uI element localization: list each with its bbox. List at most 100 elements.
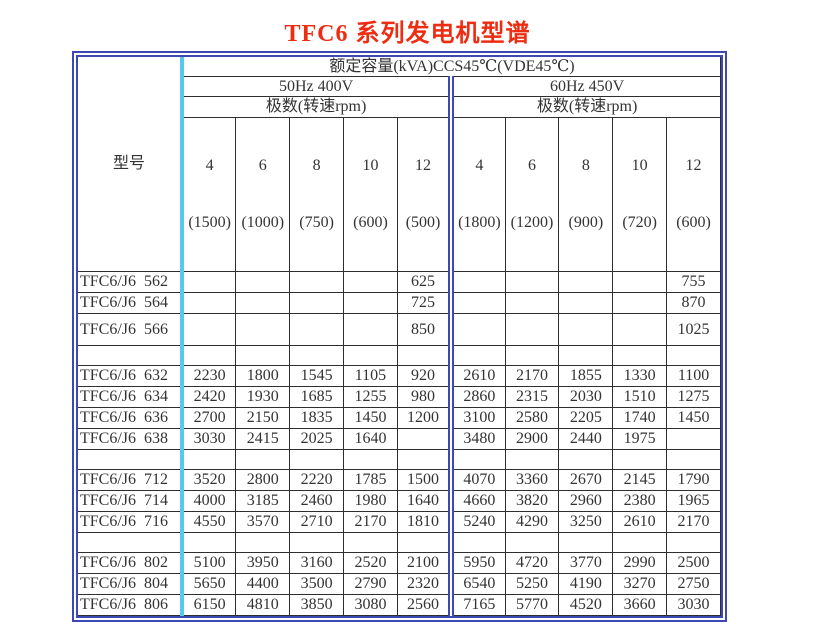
value-cell: 6540 xyxy=(448,572,506,595)
value-cell xyxy=(343,531,398,553)
model-cell: TFC6/J6 802 xyxy=(78,551,184,574)
value-cell xyxy=(666,344,721,366)
value-cell xyxy=(448,448,506,470)
value-cell: 1545 xyxy=(289,364,345,387)
freq-header-60hz: 60Hz 450V xyxy=(448,76,722,98)
value-cell: 2860 xyxy=(448,385,506,408)
separator-row xyxy=(78,531,721,553)
value-cell xyxy=(343,291,398,314)
value-cell xyxy=(504,344,560,366)
model-cell xyxy=(78,448,184,470)
model-cell: TFC6/J6 634 xyxy=(78,385,184,408)
value-cell xyxy=(181,270,237,293)
value-cell xyxy=(558,344,614,366)
pole-count: 6 xyxy=(258,156,267,174)
value-cell: 2170 xyxy=(343,510,398,533)
pole-count: 8 xyxy=(581,156,590,174)
value-cell xyxy=(181,531,237,553)
value-cell: 920 xyxy=(396,364,452,387)
value-cell: 1835 xyxy=(289,406,345,429)
model-column-header: 型号 xyxy=(78,57,184,272)
table-row: TFC6/J6 714 4000 3185 2460 1980 1640 4660 3820 2… xyxy=(78,489,721,512)
model-cell: TFC6/J6 566 xyxy=(78,312,184,346)
value-cell: 1800 xyxy=(235,364,291,387)
value-cell: 2030 xyxy=(558,385,614,408)
value-cell xyxy=(235,270,291,293)
value-cell xyxy=(558,531,614,553)
value-cell: 1450 xyxy=(343,406,398,429)
value-cell: 2320 xyxy=(396,572,452,595)
value-cell: 2560 xyxy=(396,593,452,616)
table-body: TFC6/J6 562 625 755 TFC6/J6 564 725 870 TFC6/J… xyxy=(78,270,721,616)
value-cell: 4290 xyxy=(504,510,560,533)
value-cell xyxy=(558,312,614,346)
value-cell: 1980 xyxy=(343,489,398,512)
pole-count: 8 xyxy=(312,156,321,174)
pole-header: 4 (1800) xyxy=(448,116,506,272)
value-cell xyxy=(612,344,668,366)
pole-rpm: (720) xyxy=(622,214,657,232)
value-cell: 7165 xyxy=(448,593,506,616)
table-row: TFC6/J6 806 6150 4810 3850 3080 2560 7165 5770 4… xyxy=(78,593,721,616)
value-cell xyxy=(666,427,721,450)
header-row-frequency: 50Hz 400V 60Hz 450V xyxy=(78,76,722,98)
value-cell: 2520 xyxy=(343,551,398,574)
value-cell: 3950 xyxy=(235,551,291,574)
value-cell: 3270 xyxy=(612,572,668,595)
value-cell xyxy=(558,270,614,293)
model-cell: TFC6/J6 712 xyxy=(78,468,184,491)
table-row: TFC6/J6 802 5100 3950 3160 2520 2100 5950 4720 3… xyxy=(78,551,721,574)
value-cell: 2170 xyxy=(504,364,560,387)
pole-rpm: (1800) xyxy=(458,214,501,232)
value-cell: 2610 xyxy=(612,510,668,533)
model-cell xyxy=(78,344,184,366)
value-cell xyxy=(235,291,291,314)
value-cell xyxy=(289,270,345,293)
value-cell: 2750 xyxy=(666,572,721,595)
table-row: TFC6/J6 634 2420 1930 1685 1255 980 2860 2315 20… xyxy=(78,385,721,408)
pole-rpm: (600) xyxy=(676,214,711,232)
value-cell: 1450 xyxy=(666,406,721,429)
value-cell: 3250 xyxy=(558,510,614,533)
value-cell xyxy=(612,291,668,314)
value-cell: 2205 xyxy=(558,406,614,429)
table-row: TFC6/J6 716 4550 3570 2710 2170 1810 5240 4290 3… xyxy=(78,510,721,533)
value-cell: 2800 xyxy=(235,468,291,491)
pole-rpm: (900) xyxy=(568,214,604,232)
pole-header: 6 (1000) xyxy=(235,116,291,272)
value-cell xyxy=(181,312,237,346)
pole-count: 12 xyxy=(415,156,432,174)
value-cell: 1500 xyxy=(396,468,452,491)
value-cell: 1200 xyxy=(396,406,452,429)
page: TFC6 系列发电机型谱 型号 额定容量(kVA)CCS45℃(VDE45℃) … xyxy=(72,21,727,622)
freq-header-50hz: 50Hz 400V xyxy=(181,76,452,98)
value-cell xyxy=(343,312,398,346)
value-cell xyxy=(504,291,560,314)
value-cell xyxy=(666,531,721,553)
model-cell xyxy=(78,531,184,553)
value-cell: 3360 xyxy=(504,468,560,491)
value-cell: 3160 xyxy=(289,551,345,574)
separator-row xyxy=(78,448,721,470)
value-cell xyxy=(612,531,668,553)
pole-rpm: (1200) xyxy=(510,214,554,232)
value-cell: 725 xyxy=(396,291,452,314)
value-cell: 2170 xyxy=(666,510,721,533)
poles-label-60hz: 极数(转速rpm) xyxy=(448,96,722,118)
value-cell: 2710 xyxy=(289,510,345,533)
value-cell xyxy=(343,270,398,293)
value-cell: 4810 xyxy=(235,593,291,616)
value-cell: 2100 xyxy=(396,551,452,574)
value-cell: 3080 xyxy=(343,593,398,616)
value-cell: 3480 xyxy=(448,427,506,450)
value-cell: 1785 xyxy=(343,468,398,491)
value-cell: 1965 xyxy=(666,489,721,512)
value-cell: 2025 xyxy=(289,427,345,450)
pole-count: 6 xyxy=(527,156,536,174)
value-cell: 3185 xyxy=(235,489,291,512)
pole-header: 8 (900) xyxy=(558,116,614,272)
value-cell: 870 xyxy=(666,291,721,314)
value-cell xyxy=(612,312,668,346)
value-cell: 2610 xyxy=(448,364,506,387)
value-cell: 5250 xyxy=(504,572,560,595)
